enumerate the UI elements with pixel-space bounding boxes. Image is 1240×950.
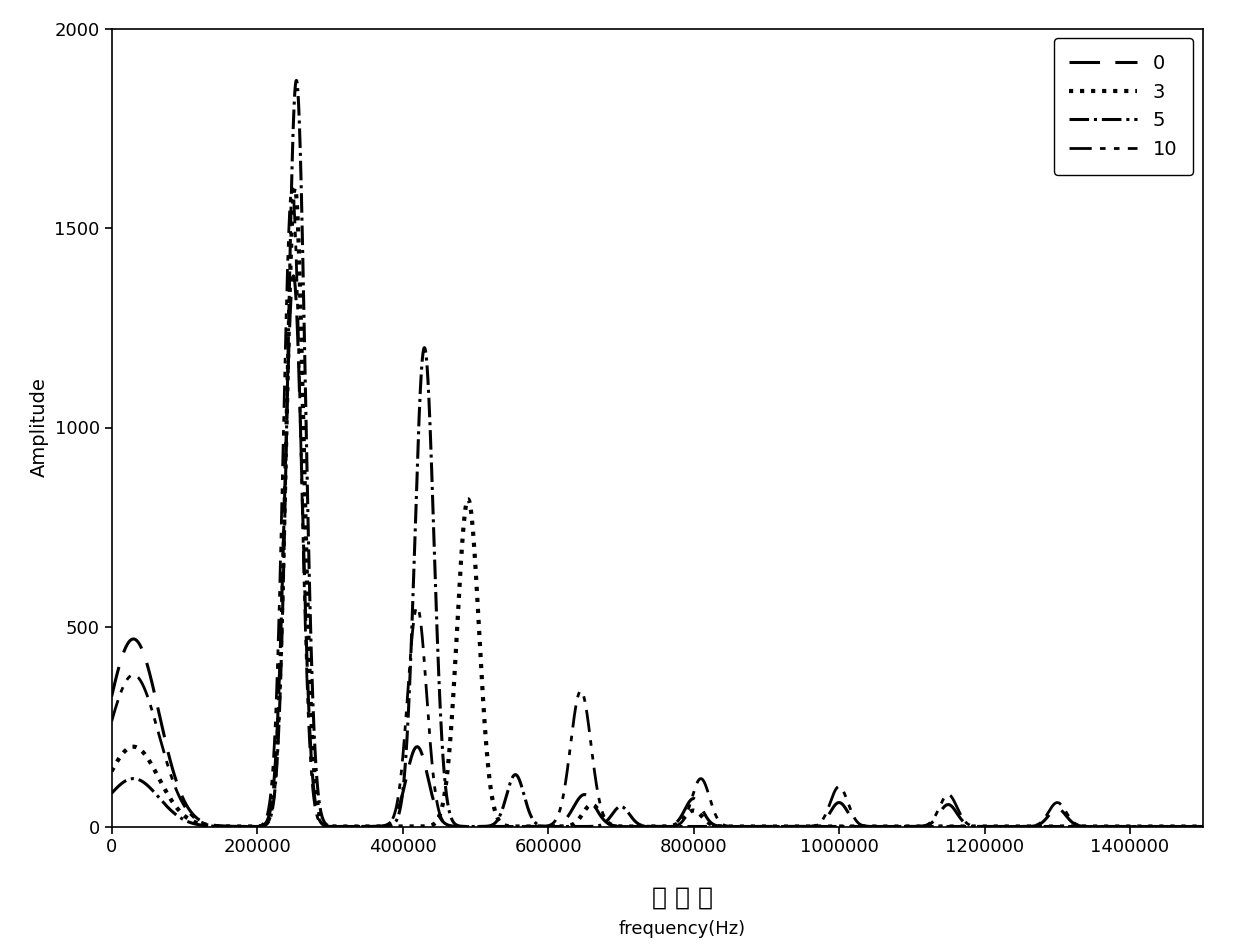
5 [104,788,119,799]
0 [366,821,381,832]
3 [1195,821,1210,832]
0 [1195,821,1210,832]
5 [289,75,304,86]
0 [1050,803,1065,814]
10 [1050,797,1065,808]
5 [343,821,358,832]
3 [343,821,358,832]
5 [366,821,381,832]
Legend: 0, 3, 5, 10: 0, 3, 5, 10 [1054,38,1193,175]
3 [104,766,119,777]
3 [681,808,696,819]
Line: 10: 10 [112,188,1203,826]
0 [681,797,696,808]
3 [139,750,154,762]
10 [139,688,154,699]
5 [223,821,238,832]
3 [1109,821,1123,832]
Text: 漂 移 量: 漂 移 量 [651,885,713,910]
3 [223,821,238,832]
10 [284,182,299,194]
Y-axis label: Amplitude: Amplitude [30,377,48,478]
10 [366,821,381,832]
10 [681,803,696,814]
10 [343,821,358,832]
Line: 5: 5 [112,81,1203,826]
0 [286,270,301,281]
0 [223,821,238,832]
5 [1109,821,1123,832]
5 [1195,821,1210,832]
Line: 3: 3 [112,188,1203,826]
3 [288,182,303,194]
10 [104,715,119,727]
0 [104,691,119,702]
10 [223,821,238,832]
10 [1195,821,1210,832]
0 [139,656,154,667]
5 [681,821,696,832]
Line: 0: 0 [112,276,1203,827]
3 [366,821,381,832]
0 [343,821,358,832]
5 [139,779,154,790]
5 [1050,821,1065,832]
3 [1050,821,1065,832]
Text: frequency(Hz): frequency(Hz) [619,921,745,938]
